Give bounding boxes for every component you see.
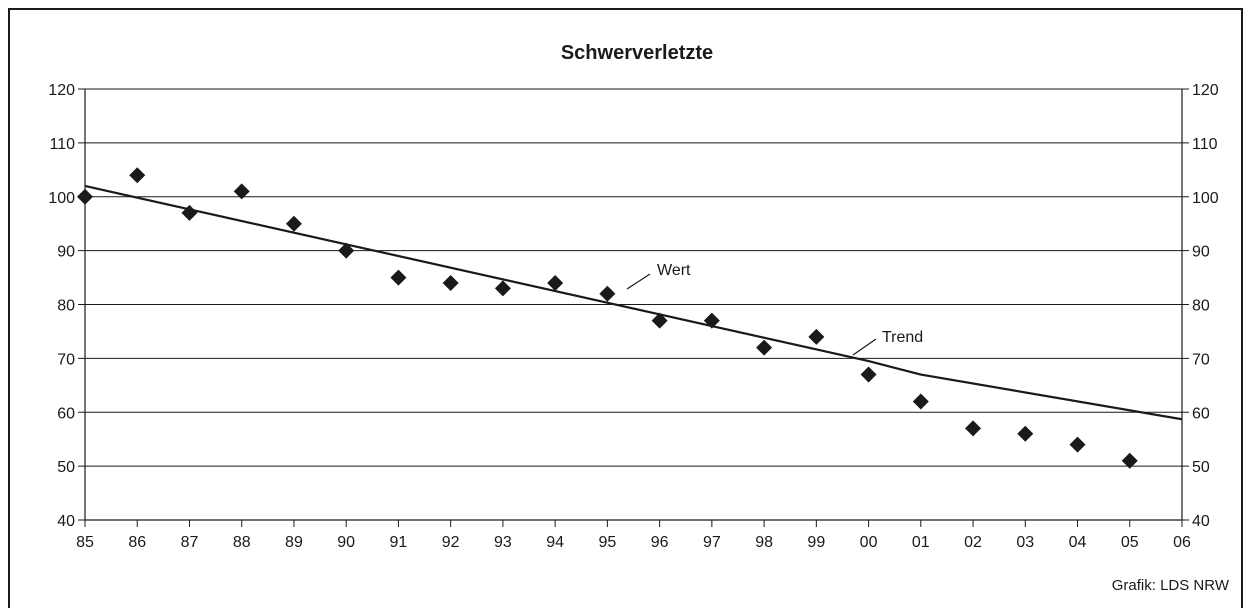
y-tick-label-left: 90 [57, 244, 75, 261]
x-tick-label: 03 [1016, 534, 1034, 551]
y-tick-label-left: 60 [57, 405, 75, 422]
x-tick-label: 89 [285, 534, 303, 551]
x-tick-label: 95 [598, 534, 616, 551]
data-point-diamond [390, 269, 407, 286]
data-point-diamond [756, 339, 773, 356]
trend-annotation: Trend [882, 329, 923, 346]
data-point-diamond [547, 274, 564, 291]
y-tick-label-left: 120 [48, 82, 75, 99]
data-point-diamond [129, 167, 146, 184]
y-tick-label-left: 40 [57, 513, 75, 530]
chart-svg: Schwerverletzte 40 40 50 50 60 60 70 70 80 80 90 90… [48, 42, 1219, 551]
data-point-diamond [1121, 452, 1138, 469]
y-tick-label-right: 100 [1192, 190, 1219, 207]
x-tick-label: 97 [703, 534, 721, 551]
x-tick-label: 94 [546, 534, 564, 551]
data-point-diamond [338, 242, 355, 259]
x-tick-label: 90 [337, 534, 355, 551]
data-point-diamond [703, 312, 720, 329]
y-tick-label-left: 110 [49, 136, 75, 153]
data-point-diamond [442, 274, 459, 291]
data-point-diamond [1017, 425, 1034, 442]
data-point-diamond [285, 215, 302, 232]
x-tick-label: 92 [442, 534, 460, 551]
data-point-diamond [965, 420, 982, 437]
data-point-diamond [494, 280, 511, 297]
y-tick-label-right: 50 [1192, 459, 1210, 476]
x-tick-label: 93 [494, 534, 512, 551]
x-tick-label: 85 [76, 534, 94, 551]
data-point-diamond [651, 312, 668, 329]
x-tick-label: 01 [912, 534, 930, 551]
x-tick-label: 06 [1173, 534, 1191, 551]
x-tick-label: 99 [807, 534, 825, 551]
y-tick-label-right: 70 [1192, 351, 1210, 368]
data-point-diamond [1069, 436, 1086, 453]
data-point-diamond [77, 188, 93, 205]
y-tick-label-right: 90 [1192, 244, 1210, 261]
y-tick-label-right: 60 [1192, 405, 1210, 422]
chart-title: Schwerverletzte [561, 42, 713, 64]
x-tick-label: 96 [651, 534, 669, 551]
data-point-diamond [599, 285, 616, 302]
data-point-diamond [860, 366, 877, 383]
trend-line [84, 184, 1183, 421]
chart-frame: Schwerverletzte 40 40 50 50 60 60 70 70 80 80 90 90… [8, 8, 1243, 608]
x-tick-label: 86 [128, 534, 146, 551]
y-tick-label-right: 120 [1192, 82, 1219, 99]
x-tick-label: 87 [181, 534, 199, 551]
y-tick-label-right: 40 [1192, 513, 1210, 530]
source-credit: Grafik: LDS NRW [1111, 577, 1229, 594]
x-tick-label: 05 [1121, 534, 1139, 551]
x-tick-label: 02 [964, 534, 982, 551]
x-tick-label: 88 [233, 534, 251, 551]
wert-leader-line [626, 273, 651, 290]
y-tick-label-right: 110 [1192, 136, 1218, 153]
y-tick-label-left: 100 [48, 190, 75, 207]
x-tick-label: 91 [390, 534, 408, 551]
data-point-diamond [181, 204, 198, 221]
x-tick-label: 04 [1069, 534, 1087, 551]
y-tick-label-right: 80 [1192, 298, 1210, 315]
y-tick-label-left: 70 [57, 351, 75, 368]
y-tick-label-left: 50 [57, 459, 75, 476]
data-point-diamond [808, 328, 825, 345]
trend-leader-line [852, 338, 877, 356]
x-tick-label: 00 [860, 534, 878, 551]
y-tick-label-left: 80 [57, 298, 75, 315]
x-tick-label: 98 [755, 534, 773, 551]
data-point-diamond [912, 393, 929, 410]
data-point-diamond [233, 183, 250, 200]
wert-annotation: Wert [657, 262, 691, 279]
